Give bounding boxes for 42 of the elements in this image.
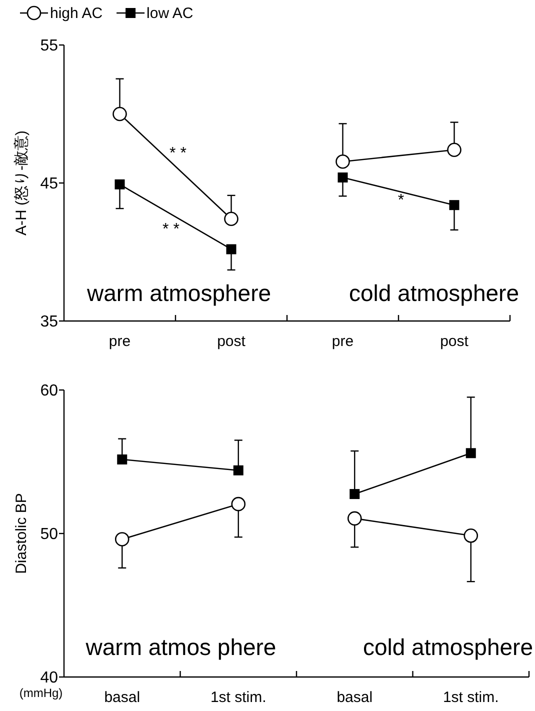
legend-label: high AC bbox=[50, 5, 103, 22]
point bbox=[338, 172, 348, 182]
point bbox=[112, 106, 127, 122]
annotation: * * bbox=[170, 145, 186, 162]
point bbox=[117, 454, 128, 464]
x-tick-label: pre bbox=[108, 333, 131, 350]
annotation: warm atmosphere bbox=[86, 280, 272, 306]
y-tick-label: 50 bbox=[40, 526, 58, 543]
x-tick-label: post bbox=[217, 333, 246, 350]
x-tick-label: 1st stim. bbox=[210, 689, 266, 706]
point bbox=[114, 179, 125, 190]
y-axis-title: Diastolic BP bbox=[13, 493, 30, 574]
point bbox=[114, 532, 130, 546]
y-axis-title: A-H (怒り-敵意) bbox=[13, 130, 30, 236]
point bbox=[350, 489, 360, 500]
x-tick-label: pre bbox=[332, 333, 354, 350]
point bbox=[466, 448, 476, 458]
annotation: * * bbox=[162, 221, 180, 238]
x-tick-label: basal bbox=[336, 689, 373, 706]
annotation: cold atmosphere bbox=[348, 280, 520, 306]
y-tick-label: 35 bbox=[40, 314, 58, 330]
annotation: * bbox=[398, 192, 404, 209]
legend-label: low AC bbox=[146, 5, 194, 22]
point bbox=[464, 528, 478, 543]
annotation: warm atmos phere bbox=[84, 634, 276, 660]
point bbox=[447, 142, 462, 158]
point bbox=[224, 212, 238, 226]
point bbox=[336, 154, 350, 169]
point bbox=[226, 244, 236, 254]
y-tick-label: 60 bbox=[40, 382, 58, 400]
x-tick-label: post bbox=[440, 333, 470, 350]
y-tick-label: 45 bbox=[40, 176, 58, 192]
point bbox=[449, 200, 460, 210]
point bbox=[231, 496, 246, 512]
y-tick-label: 40 bbox=[40, 670, 58, 686]
text: (mmHg) bbox=[19, 686, 63, 700]
point bbox=[233, 465, 244, 476]
point bbox=[347, 511, 362, 526]
y-tick-label: 55 bbox=[40, 38, 58, 54]
x-tick-label: 1st stim. bbox=[442, 689, 499, 706]
x-tick-label: basal bbox=[104, 689, 140, 706]
annotation: cold atmosphere bbox=[362, 634, 534, 660]
